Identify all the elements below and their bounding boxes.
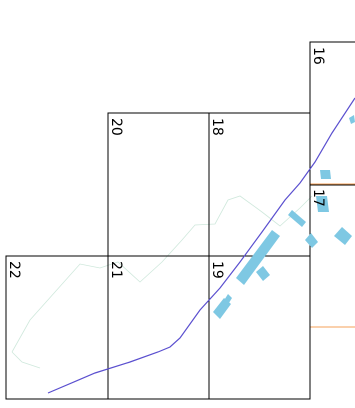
faint-trail-path xyxy=(11,195,313,353)
route-line[interactable] xyxy=(47,97,355,394)
building xyxy=(236,230,280,285)
faint-trail-branch xyxy=(11,351,41,369)
tile-label-17: 17 xyxy=(310,189,326,207)
building xyxy=(349,115,355,124)
tile-label-22: 22 xyxy=(6,261,22,279)
tile-label-18: 18 xyxy=(209,118,225,136)
building xyxy=(223,294,232,306)
building xyxy=(316,196,329,212)
building xyxy=(320,170,331,179)
building-footprints xyxy=(213,115,355,319)
tile-label-21: 21 xyxy=(108,261,124,279)
tile-labels: 16 17 18 19 20 21 22 xyxy=(6,47,326,279)
tile-16[interactable] xyxy=(309,41,355,186)
tile-label-19: 19 xyxy=(209,261,225,279)
tile-label-20: 20 xyxy=(108,118,124,136)
building xyxy=(256,266,270,281)
building xyxy=(305,233,318,248)
building xyxy=(288,210,306,227)
building xyxy=(334,227,352,245)
tile-label-16: 16 xyxy=(310,47,326,65)
